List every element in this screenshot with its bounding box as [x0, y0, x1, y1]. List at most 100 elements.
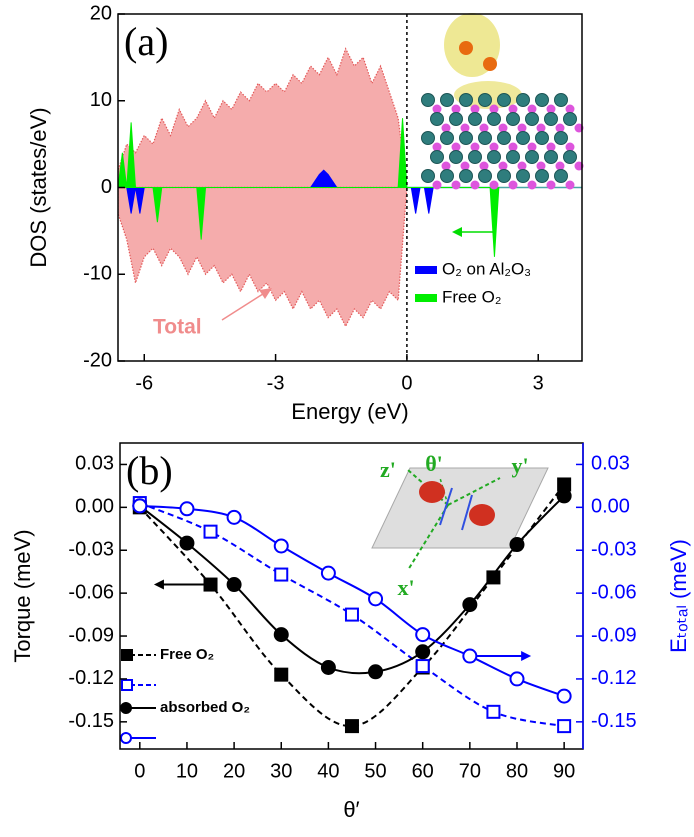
- panel-label: (b): [126, 448, 173, 493]
- inset-atom: [460, 161, 470, 171]
- inset-atom: [441, 123, 451, 133]
- inset-atom: [432, 180, 442, 190]
- inset-atom: [544, 150, 558, 164]
- y-tick-label: -10: [83, 263, 112, 285]
- inset-atom: [430, 112, 444, 126]
- inset-atom: [554, 93, 568, 107]
- inset-atom: [516, 169, 530, 183]
- inset-atom: [432, 104, 442, 114]
- inset-atom: [565, 180, 575, 190]
- x-tick-label: 0: [134, 760, 145, 782]
- inset-atom: [469, 504, 495, 526]
- inset-atom: [478, 131, 492, 145]
- arrow-head: [153, 579, 164, 590]
- inset-label: x': [397, 575, 414, 600]
- y-tick-label: 10: [90, 89, 112, 111]
- marker: [368, 591, 384, 607]
- marker: [415, 644, 431, 660]
- x-tick-label: 0: [401, 372, 412, 394]
- annotation: Total: [153, 316, 202, 339]
- legend-label: Free O₂: [442, 287, 502, 306]
- legend-swatch: [415, 294, 437, 302]
- inset-atom: [517, 123, 527, 133]
- marker: [320, 565, 336, 581]
- inset-label: z': [380, 457, 396, 482]
- inset-atom: [536, 161, 546, 171]
- inset-atom: [440, 169, 454, 183]
- y-tick-label: 20: [90, 2, 112, 24]
- inset-atom: [451, 142, 461, 152]
- inset-atom: [421, 93, 435, 107]
- inset-atom: [563, 150, 577, 164]
- x-tick-label: 70: [459, 760, 481, 782]
- inset-atom: [535, 93, 549, 107]
- inset-atom: [451, 180, 461, 190]
- inset-atom: [479, 161, 489, 171]
- inset-atom: [527, 142, 537, 152]
- inset-atom: [489, 142, 499, 152]
- inset-atom: [441, 161, 451, 171]
- x-tick-label: 20: [223, 760, 245, 782]
- y2-tick-label: -0.03: [591, 539, 637, 561]
- inset-atom: [489, 180, 499, 190]
- dos-area: [118, 47, 408, 189]
- marker: [320, 659, 336, 675]
- y-tick-label: 0.00: [75, 496, 114, 518]
- inset-atom: [432, 142, 442, 152]
- panel-label: (a): [124, 19, 168, 64]
- inset-atom: [421, 131, 435, 145]
- x-tick-label: 90: [553, 760, 575, 782]
- x-tick-label: 10: [176, 760, 198, 782]
- marker: [274, 567, 289, 582]
- marker: [179, 501, 195, 517]
- inset-plane: [371, 467, 549, 549]
- arrow: [221, 291, 267, 321]
- inset-atom: [440, 131, 454, 145]
- marker: [132, 498, 148, 514]
- marker: [509, 671, 525, 687]
- y-tick-label: 0: [101, 176, 112, 198]
- inset-spin: [461, 494, 473, 531]
- legend-marker: [120, 702, 132, 714]
- marker: [557, 719, 572, 734]
- y-axis-label: Torque (meV): [10, 529, 35, 662]
- inset-atom: [497, 131, 511, 145]
- inset-atom: [459, 41, 473, 55]
- inset-atom: [468, 150, 482, 164]
- inset-atom: [497, 93, 511, 107]
- arrow-head: [452, 227, 462, 237]
- legend-label: absorbed O₂: [160, 699, 250, 716]
- marker: [226, 577, 242, 593]
- x-axis-label: Energy (eV): [291, 399, 408, 424]
- marker: [462, 648, 478, 664]
- inset-atom: [468, 112, 482, 126]
- legend-marker: [121, 679, 133, 691]
- y-tick-label: -20: [83, 349, 112, 371]
- inset-atom: [508, 104, 518, 114]
- inset-geometry: [371, 467, 549, 571]
- marker: [273, 627, 289, 643]
- marker: [462, 597, 478, 613]
- x-tick-label: 3: [533, 372, 544, 394]
- inset-atom: [536, 123, 546, 133]
- inset-atom: [525, 112, 539, 126]
- inset-atom: [430, 150, 444, 164]
- inset-atom: [546, 180, 556, 190]
- inset-label: θ': [425, 451, 443, 476]
- inset-atom: [487, 112, 501, 126]
- inset-atom: [421, 169, 435, 183]
- inset-atom: [517, 161, 527, 171]
- y2-tick-label: 0.03: [591, 453, 630, 475]
- inset-atom: [555, 123, 565, 133]
- marker: [556, 688, 572, 704]
- y2-tick-label: -0.06: [591, 581, 637, 603]
- inset-atom: [478, 93, 492, 107]
- inset-atom: [535, 169, 549, 183]
- inset-atom: [563, 112, 577, 126]
- dos-area: [126, 169, 434, 214]
- marker: [226, 509, 242, 525]
- marker: [273, 538, 289, 554]
- x-axis-label: θ′: [343, 797, 359, 822]
- y-tick-label: -0.03: [68, 539, 114, 561]
- dos-area: [118, 186, 408, 328]
